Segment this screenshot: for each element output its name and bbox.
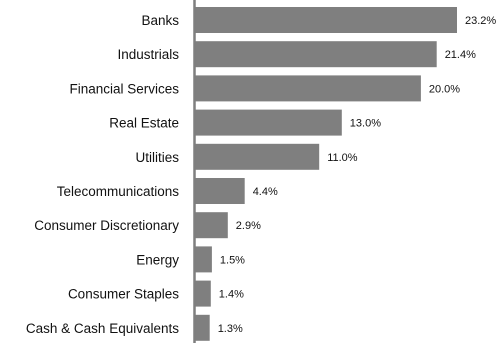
category-label: Cash & Cash Equivalents bbox=[26, 321, 179, 336]
value-label: 2.9% bbox=[236, 220, 261, 232]
value-label: 1.4% bbox=[219, 289, 244, 301]
value-label: 11.0% bbox=[327, 152, 358, 164]
value-label: 1.5% bbox=[220, 254, 245, 266]
value-label: 20.0% bbox=[429, 83, 460, 95]
category-label: Banks bbox=[141, 13, 179, 28]
value-label: 4.4% bbox=[253, 186, 278, 198]
value-label: 13.0% bbox=[350, 118, 381, 130]
bar bbox=[195, 280, 211, 307]
category-label: Consumer Discretionary bbox=[34, 218, 179, 233]
category-labels: Banks Industrials Financial Services Real E… bbox=[26, 13, 179, 336]
bar bbox=[195, 109, 342, 136]
bar bbox=[195, 41, 437, 68]
category-label: Industrials bbox=[117, 47, 179, 62]
category-label: Consumer Staples bbox=[68, 287, 179, 302]
category-label: Financial Services bbox=[69, 81, 179, 96]
value-labels: 23.2% 21.4% 20.0% 13.0% 11.0% 4.4% 2.9% 1.5% 1.4… bbox=[218, 15, 497, 335]
bar bbox=[195, 7, 457, 33]
bar bbox=[195, 178, 245, 204]
value-label: 1.3% bbox=[218, 323, 243, 335]
category-label: Utilities bbox=[135, 150, 179, 165]
category-label: Real Estate bbox=[109, 116, 179, 131]
category-label: Energy bbox=[136, 252, 179, 267]
bar bbox=[195, 143, 320, 170]
bars-layer bbox=[195, 7, 457, 341]
bar bbox=[195, 246, 212, 273]
category-label: Telecommunications bbox=[57, 184, 180, 199]
bar bbox=[195, 75, 421, 102]
value-label: 21.4% bbox=[445, 49, 476, 61]
bar bbox=[195, 314, 210, 341]
bar bbox=[195, 212, 228, 239]
value-label: 23.2% bbox=[465, 15, 496, 27]
